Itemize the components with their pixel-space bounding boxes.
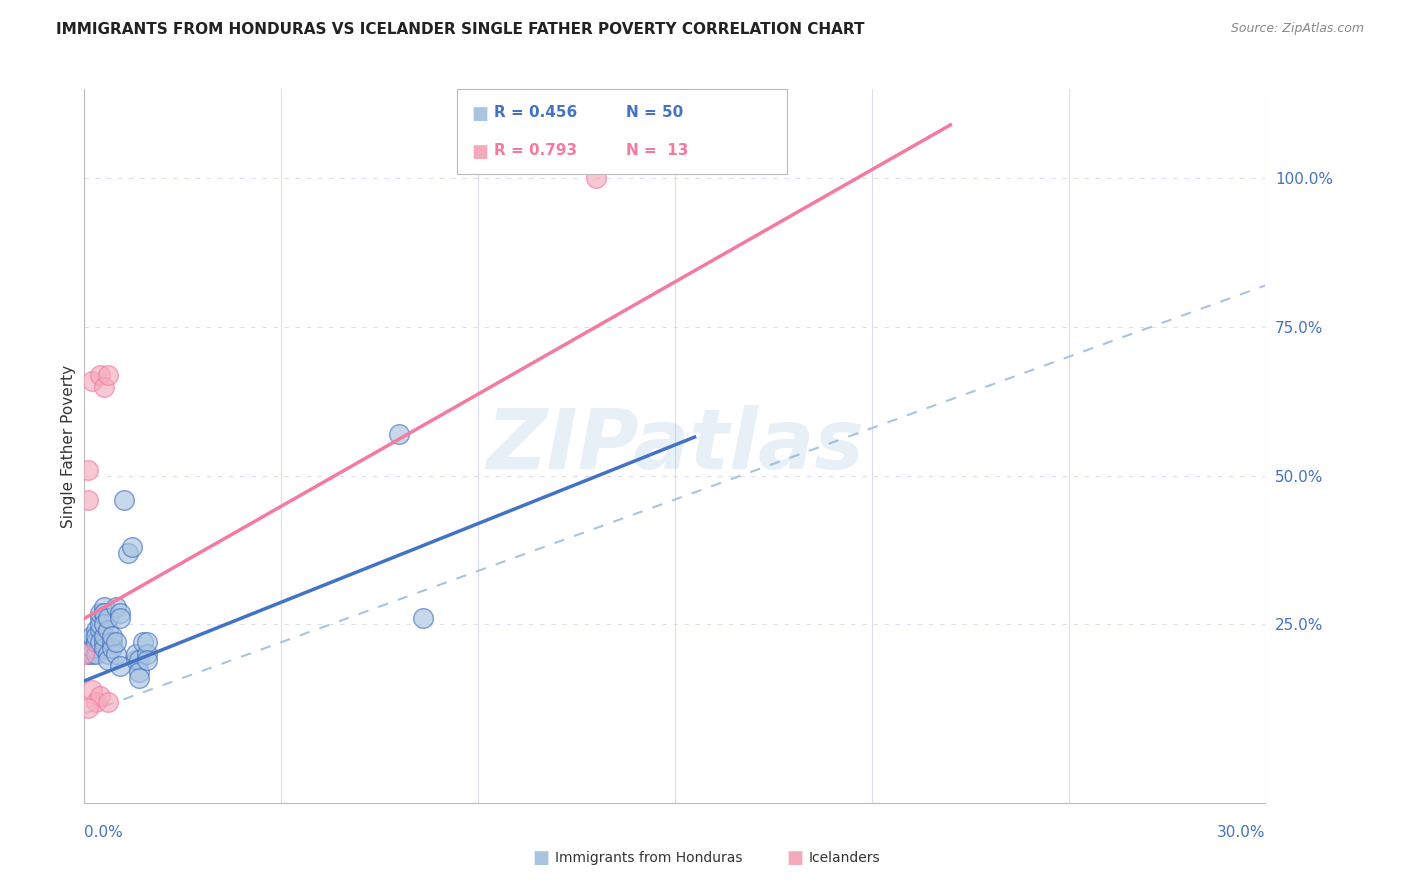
Text: 30.0%: 30.0% <box>1218 825 1265 840</box>
Point <box>117 546 139 560</box>
Point <box>101 629 124 643</box>
Text: R = 0.793: R = 0.793 <box>494 143 576 158</box>
Point <box>585 171 607 186</box>
Point <box>93 617 115 632</box>
Point <box>89 368 111 382</box>
Text: R = 0.456: R = 0.456 <box>494 105 576 120</box>
Point <box>93 641 115 656</box>
Text: N =  13: N = 13 <box>626 143 688 158</box>
Point <box>84 624 107 638</box>
Point <box>132 635 155 649</box>
Text: Source: ZipAtlas.com: Source: ZipAtlas.com <box>1230 22 1364 36</box>
Point <box>97 695 120 709</box>
Point <box>124 653 146 667</box>
Text: Immigrants from Honduras: Immigrants from Honduras <box>555 851 742 865</box>
Point <box>101 635 124 649</box>
Point <box>124 647 146 661</box>
Point <box>89 606 111 620</box>
Point <box>112 492 135 507</box>
Point <box>101 641 124 656</box>
Point <box>93 629 115 643</box>
Point <box>77 700 100 714</box>
Point <box>388 427 411 442</box>
Point <box>104 635 127 649</box>
Point <box>77 492 100 507</box>
Point <box>128 653 150 667</box>
Point <box>97 611 120 625</box>
Point <box>84 647 107 661</box>
Point <box>84 695 107 709</box>
Point <box>97 368 120 382</box>
Point <box>84 635 107 649</box>
Point <box>104 647 127 661</box>
Y-axis label: Single Father Poverty: Single Father Poverty <box>60 365 76 527</box>
Point <box>82 374 104 388</box>
Point <box>77 463 100 477</box>
Point <box>84 629 107 643</box>
Text: ZIPatlas: ZIPatlas <box>486 406 863 486</box>
Point <box>128 665 150 679</box>
Point <box>82 629 104 643</box>
Text: ■: ■ <box>471 105 488 123</box>
Point <box>82 682 104 697</box>
Point <box>89 617 111 632</box>
Point <box>89 611 111 625</box>
Point <box>121 540 143 554</box>
Point <box>77 641 100 656</box>
Point <box>82 647 104 661</box>
Point <box>128 671 150 685</box>
Point <box>93 606 115 620</box>
Point <box>73 647 96 661</box>
Point <box>108 611 131 625</box>
Point <box>84 635 107 649</box>
Point <box>97 653 120 667</box>
Text: ■: ■ <box>533 849 550 867</box>
Point <box>97 624 120 638</box>
Point <box>89 635 111 649</box>
Point <box>82 641 104 656</box>
Text: N = 50: N = 50 <box>626 105 683 120</box>
Point <box>136 647 159 661</box>
Point <box>136 635 159 649</box>
Point <box>93 606 115 620</box>
Point <box>89 689 111 703</box>
Text: ■: ■ <box>786 849 803 867</box>
Text: ■: ■ <box>471 143 488 161</box>
Text: 0.0%: 0.0% <box>84 825 124 840</box>
Point <box>93 635 115 649</box>
Text: Icelanders: Icelanders <box>808 851 880 865</box>
Point <box>82 635 104 649</box>
Point <box>108 606 131 620</box>
Point <box>97 647 120 661</box>
Point <box>77 647 100 661</box>
Point <box>108 659 131 673</box>
Point <box>104 599 127 614</box>
Point <box>89 624 111 638</box>
Point <box>93 599 115 614</box>
Point <box>136 653 159 667</box>
Point <box>412 611 434 625</box>
Point <box>93 379 115 393</box>
Text: IMMIGRANTS FROM HONDURAS VS ICELANDER SINGLE FATHER POVERTY CORRELATION CHART: IMMIGRANTS FROM HONDURAS VS ICELANDER SI… <box>56 22 865 37</box>
